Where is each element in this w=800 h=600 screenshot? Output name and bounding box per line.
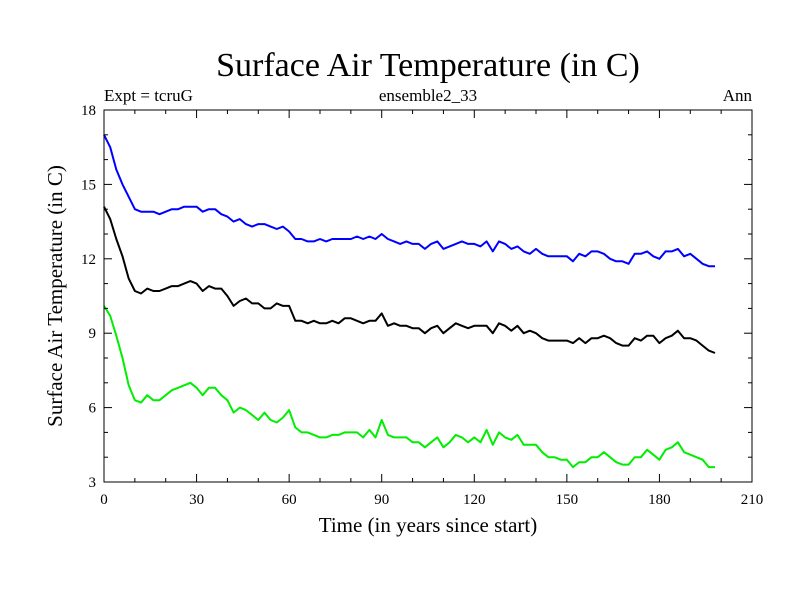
plot-frame [103,109,753,483]
subtitle-right: Ann [723,86,753,105]
y-tick-label: 12 [81,252,96,268]
x-tick-label: 30 [189,492,204,508]
x-tick-label: 120 [463,492,486,508]
x-tick-label: 0 [100,492,108,508]
y-tick-label: 18 [81,103,96,119]
series-line-1 [103,134,715,268]
x-tick-label: 210 [741,492,764,508]
chart-title: Surface Air Temperature (in C) [216,47,640,84]
x-tick-label: 150 [556,492,579,508]
y-tick-label: 9 [89,326,97,342]
axis-ticks [103,109,753,483]
x-tick-label: 60 [282,492,297,508]
y-tick-label: 15 [81,177,96,193]
series-line-3 [103,305,715,469]
series-line-2 [103,206,716,354]
y-axis-label: Surface Air Temperature (in C) [43,165,67,427]
subtitle-center: ensemble2_33 [379,86,477,105]
x-tick-label: 180 [648,492,671,508]
y-tick-label: 3 [89,475,97,491]
series-group [103,134,716,469]
y-tick-label: 6 [89,401,97,417]
axis-tick-labels: 0 30 60 90 120 150 180 210 3 6 9 12 15 18 [81,103,763,508]
x-tick-label: 90 [374,492,389,508]
subtitle-left: Expt = tcruG [104,86,193,105]
x-axis-label: Time (in years since start) [319,513,538,537]
